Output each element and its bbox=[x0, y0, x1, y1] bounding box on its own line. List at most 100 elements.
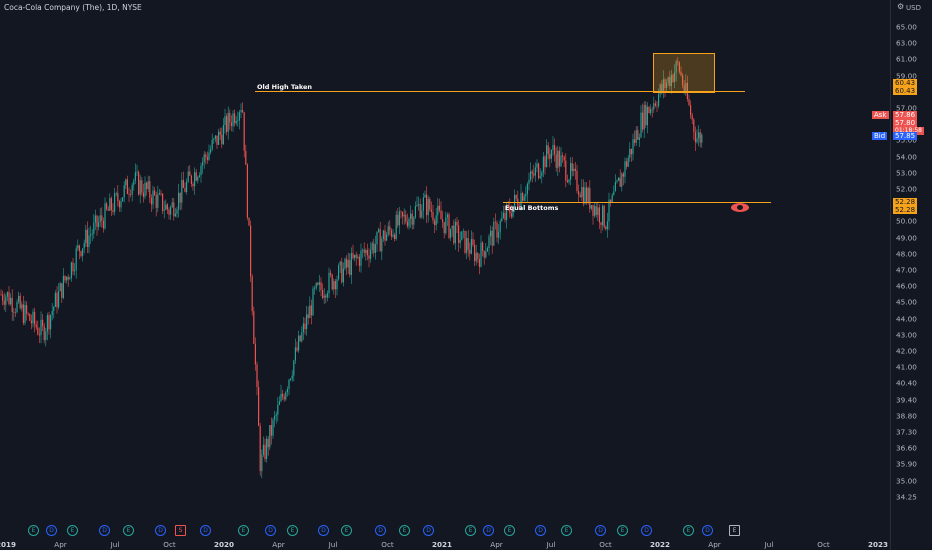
dividend-event-icon[interactable]: D bbox=[483, 525, 494, 536]
candle-body bbox=[406, 221, 408, 227]
candle-body bbox=[245, 150, 247, 165]
candle-body bbox=[566, 180, 568, 183]
candle-body bbox=[298, 335, 300, 351]
candle-body bbox=[685, 82, 687, 92]
candle-body bbox=[320, 282, 322, 291]
candle-body bbox=[272, 419, 274, 436]
candle-body bbox=[78, 245, 80, 252]
candle-body bbox=[70, 262, 72, 279]
candle-body bbox=[26, 305, 28, 314]
candle-body bbox=[365, 250, 367, 253]
candle-body bbox=[336, 279, 338, 290]
candle-body bbox=[629, 148, 631, 158]
candle-body bbox=[603, 205, 605, 227]
dividend-event-icon[interactable]: D bbox=[46, 525, 57, 536]
candle-body bbox=[672, 74, 674, 82]
candle-body bbox=[270, 425, 272, 436]
earnings-event-icon[interactable]: E bbox=[28, 525, 39, 536]
candle-body bbox=[115, 193, 117, 194]
dividend-event-icon[interactable]: D bbox=[423, 525, 434, 536]
candle-body bbox=[533, 173, 535, 176]
candle-body bbox=[554, 145, 556, 155]
earnings-event-icon[interactable]: E bbox=[287, 525, 298, 536]
candle-body bbox=[216, 135, 218, 145]
candle-body bbox=[498, 232, 500, 238]
candle-body bbox=[477, 252, 479, 259]
candle-body bbox=[683, 85, 685, 92]
candle-body bbox=[10, 297, 12, 305]
time-tick-label: Jul bbox=[546, 540, 556, 549]
candle-body bbox=[582, 187, 584, 204]
price-tick-label: 41.00 bbox=[896, 362, 917, 372]
earnings-event-icon[interactable]: E bbox=[504, 525, 515, 536]
candle-body bbox=[275, 414, 277, 417]
candle-body bbox=[480, 242, 482, 267]
earnings-event-icon[interactable]: E bbox=[465, 525, 476, 536]
candle-body bbox=[315, 283, 317, 289]
currency-label[interactable]: USD bbox=[906, 4, 921, 12]
candle-body bbox=[656, 105, 658, 107]
earnings-event-icon[interactable]: E bbox=[67, 525, 78, 536]
candle-body bbox=[522, 193, 524, 201]
earnings-event-icon[interactable]: E bbox=[683, 525, 694, 536]
range-box-drawing[interactable] bbox=[653, 53, 715, 93]
candle-body bbox=[400, 211, 402, 213]
gear-icon[interactable]: ⚙ bbox=[897, 2, 905, 11]
candle-body bbox=[669, 77, 671, 87]
candle-body bbox=[598, 207, 600, 223]
equal-bottoms-line[interactable] bbox=[503, 202, 771, 203]
earnings-event-icon[interactable]: E bbox=[123, 525, 134, 536]
box-bottom-price-tag: 60.43 bbox=[893, 87, 918, 95]
split-event-icon[interactable]: S bbox=[175, 525, 186, 536]
eye-icon[interactable] bbox=[731, 203, 749, 212]
candle-body bbox=[125, 179, 127, 186]
candle-body bbox=[451, 225, 453, 229]
candle-body bbox=[99, 215, 101, 223]
candle-body bbox=[138, 172, 140, 195]
candle-body bbox=[416, 205, 418, 207]
candle-body bbox=[14, 311, 16, 313]
candle-body bbox=[661, 84, 663, 91]
candle-body bbox=[506, 204, 508, 220]
earnings-event-icon[interactable]: E bbox=[238, 525, 249, 536]
candle-body bbox=[618, 177, 620, 181]
candle-body bbox=[238, 112, 240, 121]
dividend-event-icon[interactable]: D bbox=[265, 525, 276, 536]
candle-body bbox=[77, 245, 79, 249]
candle-body bbox=[229, 112, 231, 123]
candle-body bbox=[237, 120, 239, 122]
dividend-event-icon[interactable]: D bbox=[641, 525, 652, 536]
dividend-event-icon[interactable]: D bbox=[155, 525, 166, 536]
candle-body bbox=[357, 256, 359, 258]
candle-body bbox=[450, 228, 452, 238]
candle-body bbox=[643, 104, 645, 130]
dividend-event-icon[interactable]: D bbox=[702, 525, 713, 536]
candle-body bbox=[13, 311, 15, 313]
candle-body bbox=[48, 315, 50, 330]
candle-body bbox=[454, 221, 456, 244]
dividend-event-icon[interactable]: D bbox=[595, 525, 606, 536]
candle-body bbox=[67, 276, 69, 280]
earnings-event-icon[interactable]: E bbox=[561, 525, 572, 536]
old-high-line[interactable] bbox=[255, 91, 745, 92]
candle-body bbox=[442, 219, 444, 223]
candle-body bbox=[667, 77, 669, 83]
candle-body bbox=[331, 274, 333, 290]
time-tick-label: 2019 bbox=[0, 540, 17, 549]
earnings-event-icon[interactable]: E bbox=[341, 525, 352, 536]
candle-body bbox=[18, 295, 20, 302]
dividend-event-icon[interactable]: D bbox=[318, 525, 329, 536]
dividend-event-icon[interactable]: D bbox=[99, 525, 110, 536]
candle-body bbox=[550, 150, 552, 159]
candle-body bbox=[306, 314, 308, 330]
earnings-event-icon[interactable]: E bbox=[399, 525, 410, 536]
candle-body bbox=[88, 235, 90, 247]
time-tick-label: Jul bbox=[764, 540, 774, 549]
earnings-event-icon[interactable]: E bbox=[729, 525, 740, 536]
dividend-event-icon[interactable]: D bbox=[375, 525, 386, 536]
candle-body bbox=[613, 191, 615, 195]
dividend-event-icon[interactable]: D bbox=[200, 525, 211, 536]
dividend-event-icon[interactable]: D bbox=[535, 525, 546, 536]
earnings-event-icon[interactable]: E bbox=[617, 525, 628, 536]
